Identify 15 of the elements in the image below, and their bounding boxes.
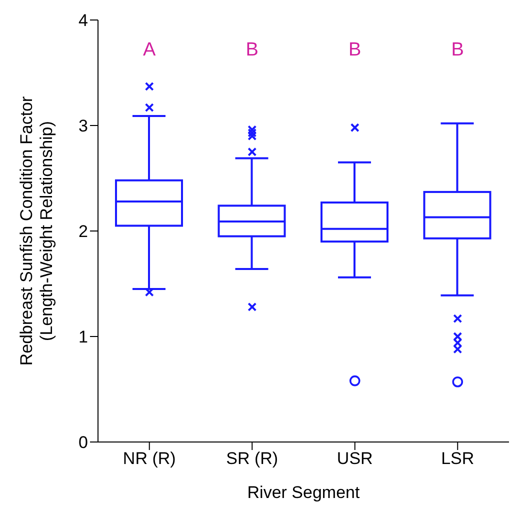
annotation: A bbox=[143, 39, 156, 60]
x-tick-label: NR (R) bbox=[122, 449, 176, 468]
y-tick-label: 0 bbox=[78, 433, 88, 452]
x-tick-label: SR (R) bbox=[226, 449, 278, 468]
x-tick-label: USR bbox=[336, 449, 373, 468]
annotation: B bbox=[348, 39, 362, 60]
x-tick-label: LSR bbox=[441, 449, 474, 468]
y-tick-label: 3 bbox=[78, 116, 88, 136]
y-tick-label: 4 bbox=[78, 11, 88, 30]
y-tick-label: 2 bbox=[78, 222, 88, 242]
y-axis-title: Redbreast Sunfish Condition Factor (Length-Weight Relationship) bbox=[17, 96, 56, 366]
x-axis-title: River Segment bbox=[247, 483, 360, 502]
annotation: B bbox=[246, 39, 258, 60]
annotation: B bbox=[451, 39, 464, 60]
y-tick-label: 1 bbox=[78, 328, 88, 347]
